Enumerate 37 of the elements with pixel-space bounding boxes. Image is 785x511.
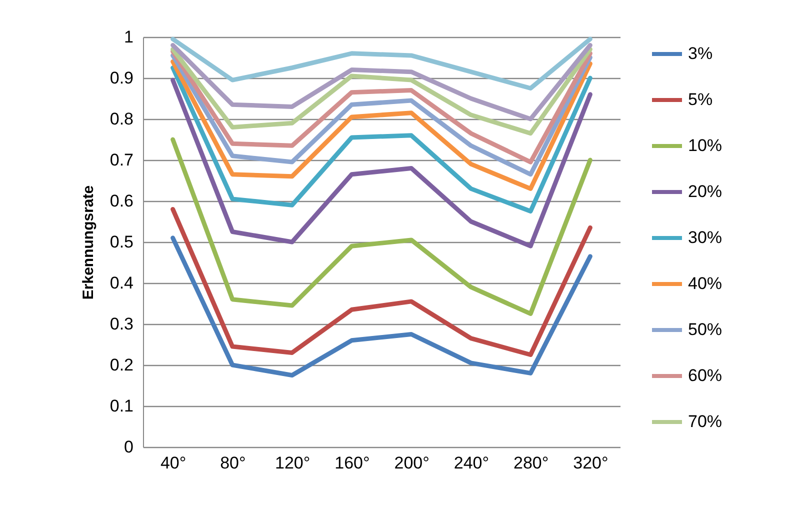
- x-tick-label: 120°: [274, 454, 310, 472]
- x-tick-label: 240°: [454, 454, 490, 472]
- legend-label: 70%: [688, 412, 722, 431]
- line-series: [170, 47, 592, 136]
- x-tick-label: 320°: [573, 454, 608, 472]
- line-series: [170, 42, 592, 122]
- line-series: [170, 78, 592, 248]
- y-tick-label: 0.4: [110, 274, 134, 292]
- y-tick-label: 0.9: [110, 68, 134, 88]
- y-tick-label: 0.5: [110, 232, 134, 252]
- line-series: [170, 236, 592, 378]
- x-tick-label: 80°: [220, 454, 246, 472]
- y-tick-label: 0.3: [110, 314, 134, 334]
- y-tick-label: 0.1: [110, 396, 134, 416]
- y-tick-label: 0.6: [110, 192, 134, 210]
- y-tick-label: 0.8: [110, 110, 134, 128]
- legend-label: 50%: [688, 320, 722, 339]
- y-tick-label: 0: [124, 438, 134, 456]
- legend-label: 20%: [688, 182, 722, 201]
- legend-label: 3%: [688, 44, 713, 63]
- legend-label: 60%: [688, 366, 722, 385]
- x-tick-label: 200°: [394, 454, 430, 472]
- legend-label: 40%: [688, 274, 722, 293]
- x-tick-label: 40°: [160, 454, 186, 472]
- line-series: [170, 36, 592, 90]
- legend-label: 10%: [688, 136, 722, 155]
- y-tick-label: 0.7: [110, 150, 134, 170]
- x-tick-label: 280°: [513, 454, 549, 472]
- y-tick-label: 1: [124, 28, 134, 46]
- legend-label: 30%: [688, 228, 722, 247]
- legend-label: 5%: [688, 90, 713, 109]
- line-series: [170, 206, 592, 357]
- x-tick-label: 160°: [334, 454, 370, 472]
- y-axis-title: Erkennungsrate: [80, 185, 97, 300]
- line-series: [170, 137, 592, 316]
- line-series: [170, 66, 592, 214]
- y-tick-label: 0.2: [110, 356, 134, 374]
